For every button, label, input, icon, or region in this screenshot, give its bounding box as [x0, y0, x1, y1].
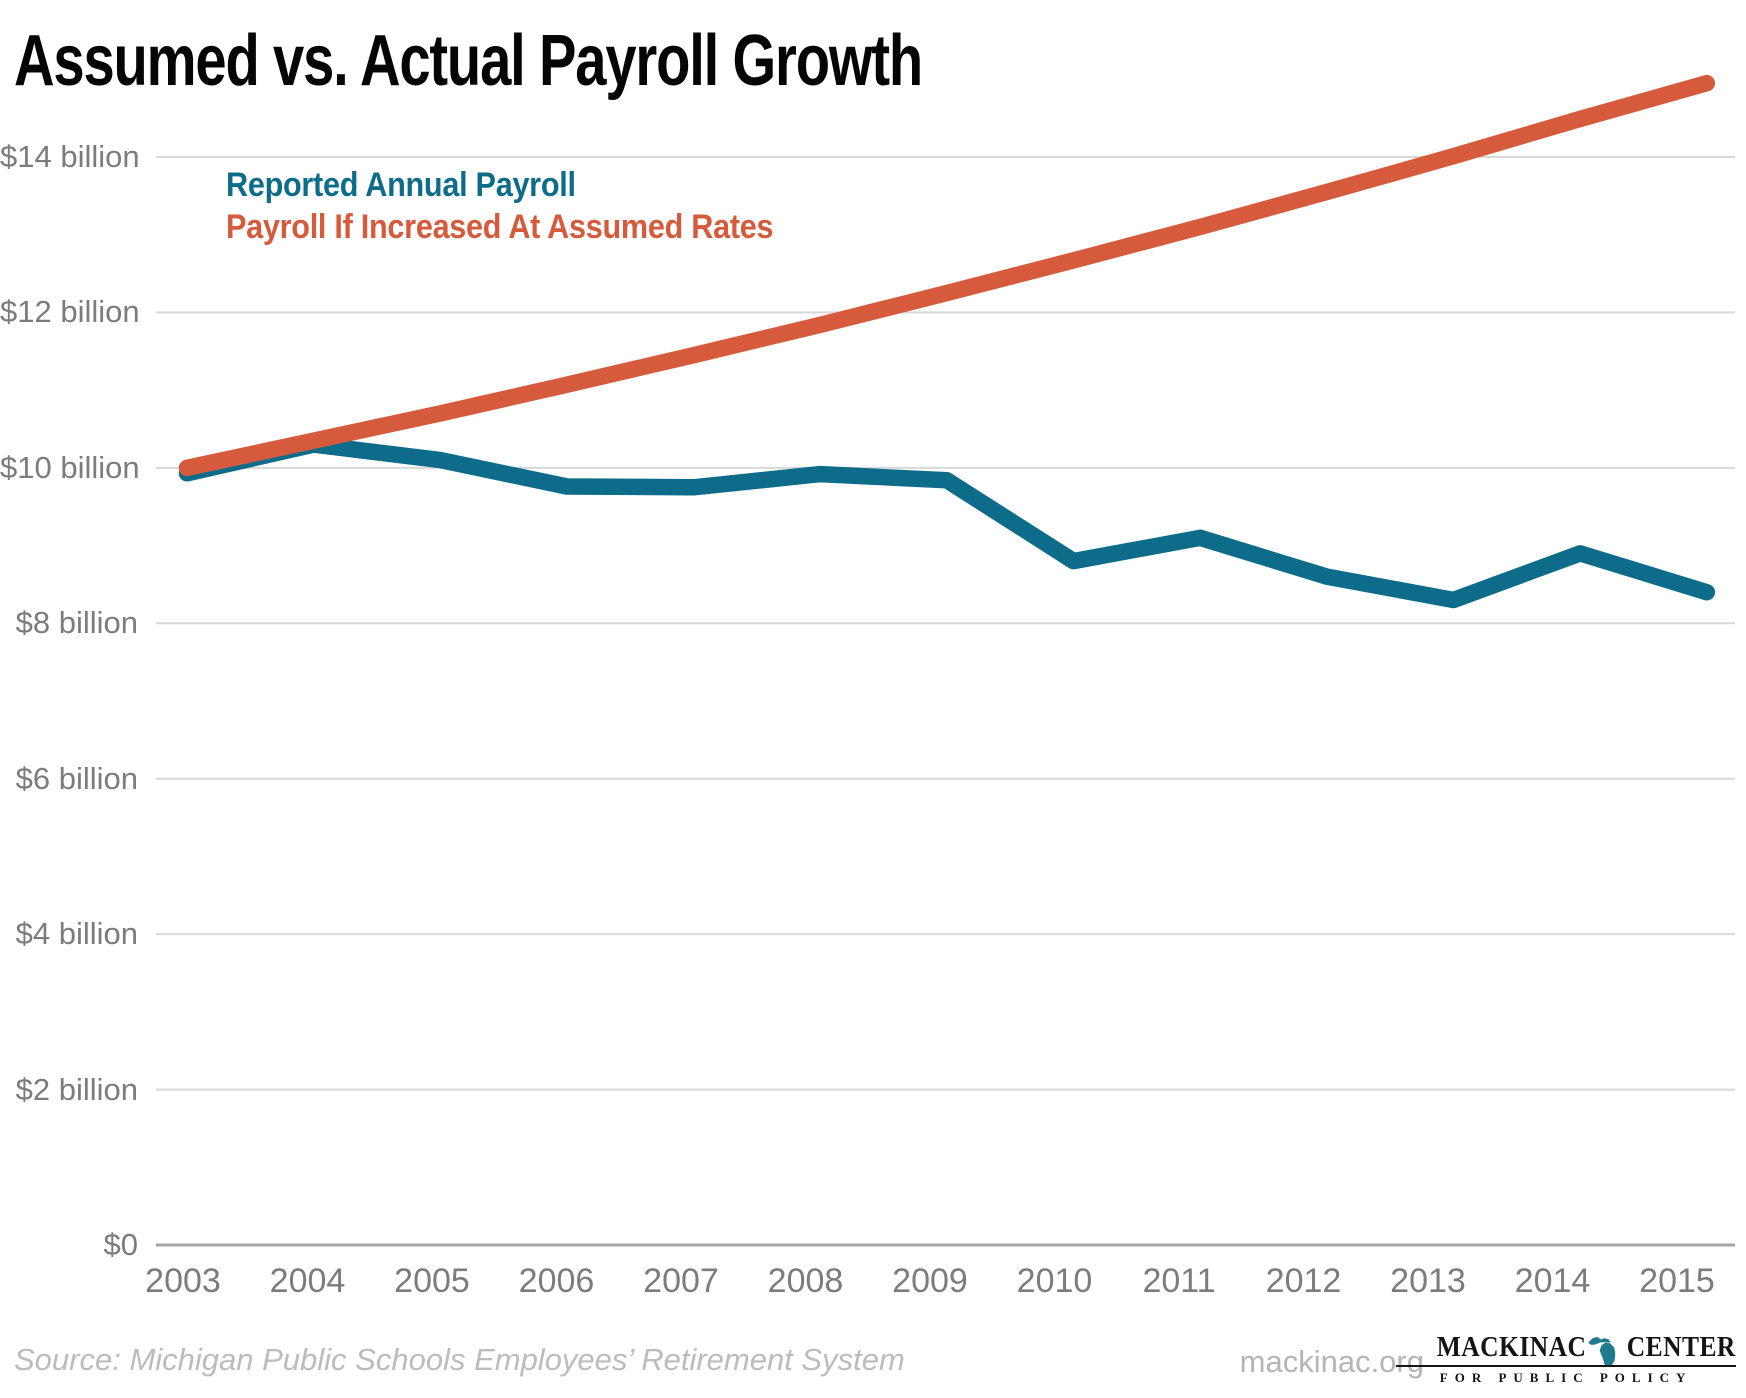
logo-divider	[1396, 1365, 1736, 1367]
logo-text-center: CENTER	[1627, 1331, 1736, 1363]
website-url: mackinac.org	[1239, 1344, 1424, 1379]
legend-item-reported: Reported Annual Payroll	[226, 166, 576, 204]
series-line-reported	[178, 436, 1716, 609]
legend-item-assumed: Payroll If Increased At Assumed Rates	[226, 208, 774, 246]
mackinac-center-logo: MACKINAC CENTER FOR PUBLIC POLICY	[1396, 1328, 1736, 1386]
logo-text-mackinac: MACKINAC	[1436, 1331, 1587, 1363]
michigan-icon	[1588, 1328, 1625, 1368]
series-line-assumed	[178, 74, 1716, 477]
logo-tagline: FOR PUBLIC POLICY	[1439, 1370, 1693, 1385]
chart-legend: Reported Annual Payroll Payroll If Incre…	[226, 164, 834, 248]
chart-title: Assumed vs. Actual Payroll Growth	[14, 21, 923, 101]
source-note: Source: Michigan Public Schools Employee…	[14, 1342, 905, 1377]
